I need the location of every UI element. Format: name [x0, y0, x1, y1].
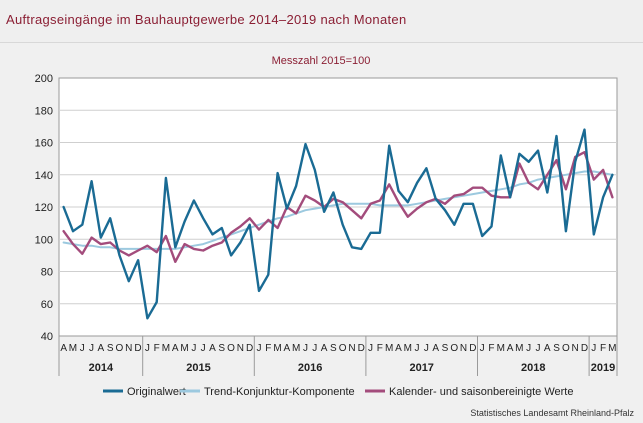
x-tick-label: S — [218, 343, 225, 354]
y-tick-label: 80 — [41, 267, 53, 279]
x-tick-label: M — [515, 343, 523, 354]
x-tick-label: F — [488, 343, 494, 354]
legend-label: Trend-Konjunktur-Komponente — [204, 386, 355, 398]
y-tick-label: 160 — [35, 138, 53, 150]
x-tick-label: N — [125, 343, 132, 354]
y-tick-label: 100 — [35, 234, 53, 246]
x-tick-label: A — [432, 343, 439, 354]
legend-label: Originalwert — [127, 386, 186, 398]
x-tick-label: D — [246, 343, 253, 354]
y-tick-label: 180 — [35, 105, 53, 117]
x-tick-label: D — [358, 343, 365, 354]
x-tick-label: J — [312, 343, 317, 354]
year-label: 2016 — [298, 362, 322, 374]
x-tick-label: J — [145, 343, 150, 354]
x-tick-label: J — [415, 343, 420, 354]
x-tick-label: A — [507, 343, 514, 354]
y-tick-label: 60 — [41, 299, 53, 311]
x-tick-label: M — [273, 343, 281, 354]
title-bar: Auftragseingänge im Bauhauptgewerbe 2014… — [0, 0, 643, 43]
x-tick-label: J — [201, 343, 206, 354]
x-tick-label: M — [404, 343, 412, 354]
x-tick-label: A — [395, 343, 402, 354]
x-tick-label: M — [69, 343, 77, 354]
x-tick-label: M — [292, 343, 300, 354]
x-tick-label: N — [348, 343, 355, 354]
x-tick-label: A — [321, 343, 328, 354]
x-tick-label: J — [191, 343, 196, 354]
y-tick-label: 200 — [35, 73, 53, 85]
x-tick-label: J — [591, 343, 596, 354]
x-tick-label: A — [60, 343, 67, 354]
x-tick-label: O — [339, 343, 347, 354]
x-tick-label: F — [377, 343, 383, 354]
x-tick-label: M — [608, 343, 616, 354]
x-tick-label: J — [303, 343, 308, 354]
page-title: Auftragseingänge im Bauhauptgewerbe 2014… — [6, 12, 407, 27]
x-tick-label: J — [424, 343, 429, 354]
x-tick-label: J — [480, 343, 485, 354]
x-tick-label: J — [526, 343, 531, 354]
x-tick-label: S — [442, 343, 449, 354]
x-tick-label: S — [553, 343, 560, 354]
x-tick-label: D — [581, 343, 588, 354]
source-note: Statistisches Landesamt Rheinland-Pfalz — [470, 408, 634, 418]
x-tick-label: J — [256, 343, 261, 354]
x-tick-label: A — [209, 343, 216, 354]
x-tick-label: M — [180, 343, 188, 354]
x-tick-label: J — [80, 343, 85, 354]
x-tick-label: S — [330, 343, 337, 354]
x-tick-label: J — [89, 343, 94, 354]
year-label: 2017 — [409, 362, 433, 374]
x-tick-label: A — [172, 343, 179, 354]
x-tick-label: F — [265, 343, 271, 354]
y-tick-label: 140 — [35, 170, 53, 182]
x-tick-label: N — [460, 343, 467, 354]
chart-subtitle: Messzahl 2015=100 — [272, 55, 371, 67]
year-label: 2014 — [89, 362, 114, 374]
x-tick-label: F — [154, 343, 160, 354]
x-tick-label: M — [385, 343, 393, 354]
x-tick-label: M — [162, 343, 170, 354]
x-tick-label: F — [600, 343, 606, 354]
y-tick-label: 40 — [41, 331, 53, 343]
x-tick-label: S — [107, 343, 114, 354]
x-tick-label: O — [227, 343, 235, 354]
legend-label: Kalender- und saisonbereinigte Werte — [389, 386, 573, 398]
x-tick-label: J — [368, 343, 373, 354]
x-tick-label: D — [469, 343, 476, 354]
x-tick-label: A — [98, 343, 105, 354]
year-label: 2015 — [186, 362, 210, 374]
x-tick-label: O — [450, 343, 458, 354]
x-tick-label: O — [562, 343, 570, 354]
x-tick-label: M — [497, 343, 505, 354]
series-line-1 — [62, 128, 614, 320]
year-label: 2018 — [521, 362, 545, 374]
x-tick-label: A — [544, 343, 551, 354]
x-tick-label: A — [284, 343, 291, 354]
x-tick-label: O — [116, 343, 124, 354]
y-tick-label: 120 — [35, 202, 53, 214]
year-label: 2019 — [591, 362, 615, 374]
series-line-3 — [62, 150, 614, 263]
x-tick-label: D — [134, 343, 141, 354]
x-tick-label: N — [572, 343, 579, 354]
x-tick-label: J — [535, 343, 540, 354]
x-tick-label: N — [237, 343, 244, 354]
